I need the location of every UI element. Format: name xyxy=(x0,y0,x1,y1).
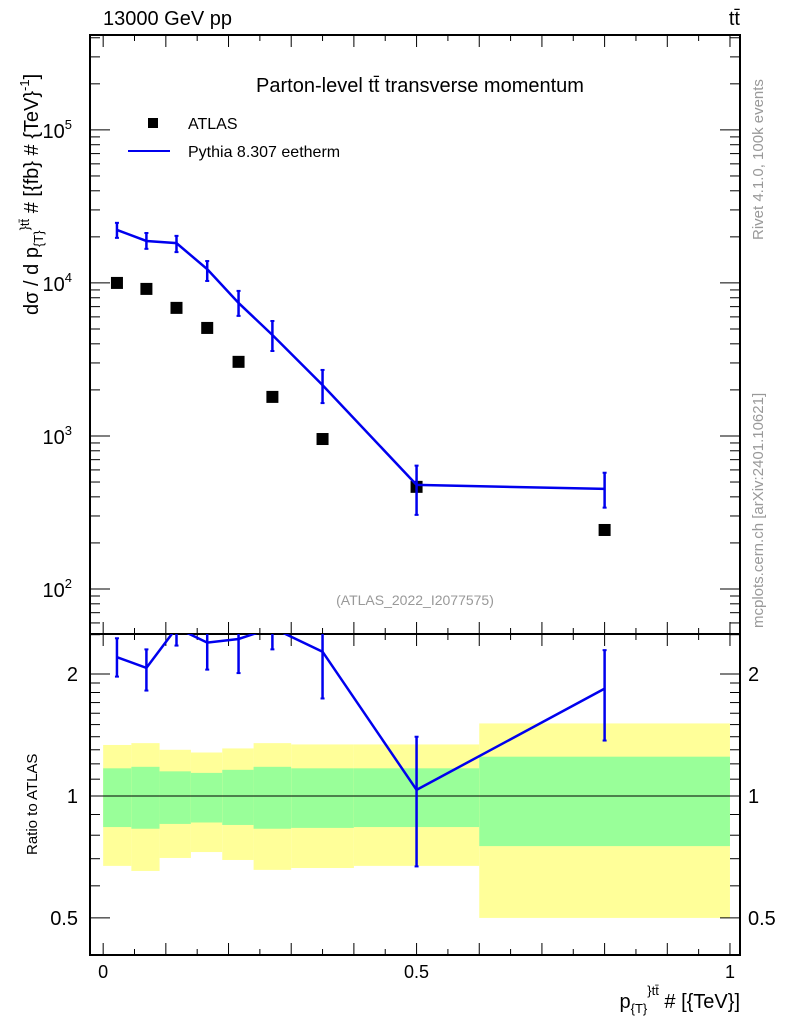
y-tick-label: 102 xyxy=(43,576,72,602)
ratio-band-stat xyxy=(190,772,223,823)
y-axis-label: dσ / d p{T}}tt̄ # [{fb} # {TeV}-1] xyxy=(17,74,46,315)
x-tick-label: 0.5 xyxy=(404,962,429,982)
y-tick-base: 10 xyxy=(43,580,65,602)
x-axis-label: p{T} }tt̄ # [{TeV}] xyxy=(620,983,741,1016)
ratio-band-stat xyxy=(291,768,354,828)
side-text-mcplots: mcplots.cern.ch [arXiv:2401.10621] xyxy=(750,393,767,628)
ratio-band-stat xyxy=(253,766,292,829)
y-label-main: dσ / d p xyxy=(21,247,43,315)
x-label-main: p xyxy=(620,991,631,1013)
legend-atlas-label: ATLAS xyxy=(188,116,238,133)
atlas-data-point xyxy=(232,355,245,368)
y-tick-exponent: 4 xyxy=(65,270,72,285)
y-tick-exponent: 2 xyxy=(65,576,72,591)
atlas-data-point xyxy=(316,433,329,446)
y-label-sub: {T} xyxy=(31,230,46,247)
ratio-tick-label: 2 xyxy=(748,664,759,686)
x-tick-label: 0 xyxy=(98,962,108,982)
y-tick-label: 103 xyxy=(43,423,72,449)
ratio-tick-label: 0.5 xyxy=(748,908,776,930)
atlas-data-point xyxy=(110,276,123,289)
y-tick-base: 10 xyxy=(43,427,65,449)
y-tick-label: 105 xyxy=(43,117,72,143)
x-label-sub: {T} xyxy=(631,1001,648,1016)
legend-atlas-marker xyxy=(148,118,158,128)
pythia-line xyxy=(116,228,605,491)
legend-pythia-label: Pythia 8.307 eetherm xyxy=(188,144,340,161)
ratio-band-stat xyxy=(222,769,254,825)
x-label-rest: # [{TeV}] xyxy=(659,991,740,1013)
ratio-band-stat xyxy=(159,771,191,824)
y-label-end: ] xyxy=(21,74,43,80)
atlas-data-point xyxy=(598,523,611,536)
x-label-sup: }tt̄ xyxy=(647,983,659,998)
ratio-tick-label: 2 xyxy=(67,664,78,686)
analysis-label: (ATLAS_2022_I2077575) xyxy=(336,592,494,608)
y-tick-exponent: 5 xyxy=(65,117,72,132)
atlas-data-point xyxy=(266,390,279,403)
ratio-band-stat xyxy=(479,756,730,847)
energy-label: 13000 GeV pp xyxy=(103,8,232,30)
ratio-band-stat xyxy=(131,766,160,829)
y-tick-exponent: 3 xyxy=(65,423,72,438)
ratio-panel-frame xyxy=(89,633,741,956)
ratio-marks xyxy=(114,634,607,868)
y-label-rest: # [{fb} # {TeV} xyxy=(21,91,43,219)
y-label-sup: }tt̄ xyxy=(17,218,32,230)
side-text-rivet: Rivet 4.1.0, 100k events xyxy=(750,79,767,240)
y-label-sup2: -1 xyxy=(17,79,32,91)
process-label: tt̄ xyxy=(729,8,741,30)
atlas-data-point xyxy=(170,301,183,314)
legend: ATLAS Pythia 8.307 eetherm xyxy=(128,116,340,161)
y-tick-base: 10 xyxy=(43,121,65,143)
x-tick-label: 1 xyxy=(725,962,735,982)
y-tick-base: 10 xyxy=(43,274,65,296)
chart-title: Parton-level tt̄ transverse momentum xyxy=(256,75,584,97)
ratio-band-stat xyxy=(103,768,132,828)
ratio-y-label: Ratio to ATLAS xyxy=(24,754,41,855)
ratio-tick-label: 1 xyxy=(67,786,78,808)
y-tick-label: 104 xyxy=(43,270,72,296)
atlas-data-point xyxy=(140,282,153,295)
atlas-data-point xyxy=(201,321,214,334)
ratio-tick-label: 0.5 xyxy=(50,908,78,930)
ratio-tick-label: 1 xyxy=(748,786,759,808)
